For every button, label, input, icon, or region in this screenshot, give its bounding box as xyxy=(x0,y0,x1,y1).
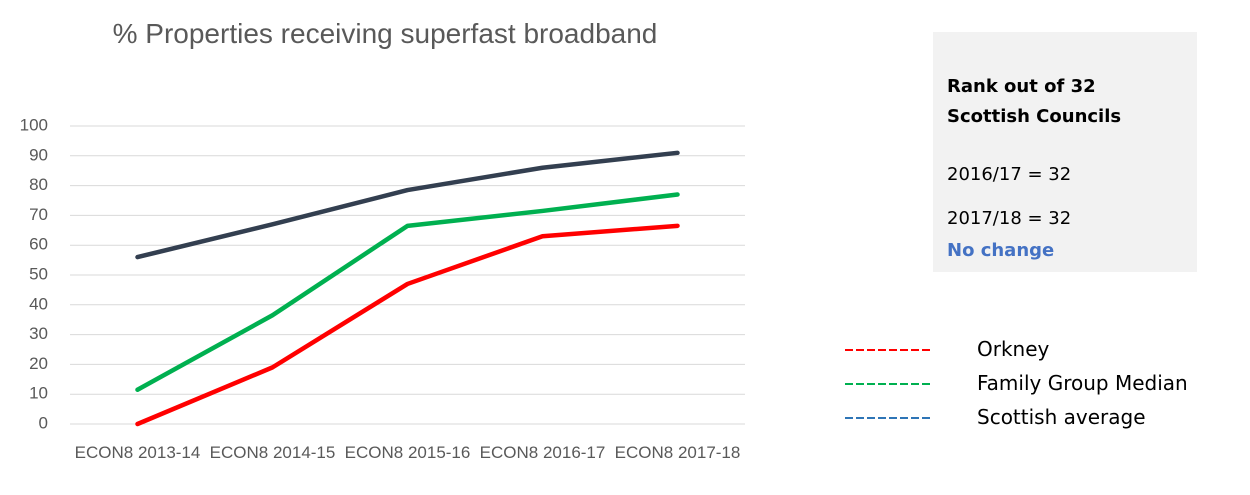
series-line xyxy=(135,223,680,427)
rank-line: 2017/18 = 32 xyxy=(947,208,1072,229)
y-tick-label: 50 xyxy=(29,264,48,283)
legend-label: Orkney xyxy=(977,337,1050,361)
y-tick-label: 10 xyxy=(29,384,48,403)
y-tick-label: 30 xyxy=(29,324,48,343)
y-tick-label: 90 xyxy=(29,145,48,164)
y-tick-label: 80 xyxy=(29,175,48,194)
legend-label: Scottish average xyxy=(977,405,1146,429)
y-tick-label: 0 xyxy=(39,413,48,432)
rank-heading: Rank out of 32 Scottish Councils xyxy=(947,76,1122,127)
y-tick-label: 20 xyxy=(29,354,48,373)
x-tick-label: ECON8 2015-16 xyxy=(344,443,471,462)
rank-line: 2016/17 = 32 xyxy=(947,164,1072,185)
chart-title: % Properties receiving superfast broadba… xyxy=(112,18,658,49)
rank-box: Rank out of 32 Scottish Councils 2016/17… xyxy=(933,32,1197,272)
x-tick-label: ECON8 2017-18 xyxy=(614,443,741,462)
x-tick-label: ECON8 2014-15 xyxy=(209,443,336,462)
x-tick-label: ECON8 2013-14 xyxy=(74,443,201,462)
legend-label: Family Group Median xyxy=(977,371,1188,395)
series-line xyxy=(135,192,680,392)
x-tick-label: ECON8 2016-17 xyxy=(479,443,606,462)
y-tick-label: 100 xyxy=(20,115,48,134)
series-line xyxy=(135,150,680,260)
y-tick-label: 70 xyxy=(29,205,48,224)
rank-status: No change xyxy=(947,240,1055,261)
y-tick-label: 40 xyxy=(29,294,48,313)
y-tick-label: 60 xyxy=(29,235,48,254)
